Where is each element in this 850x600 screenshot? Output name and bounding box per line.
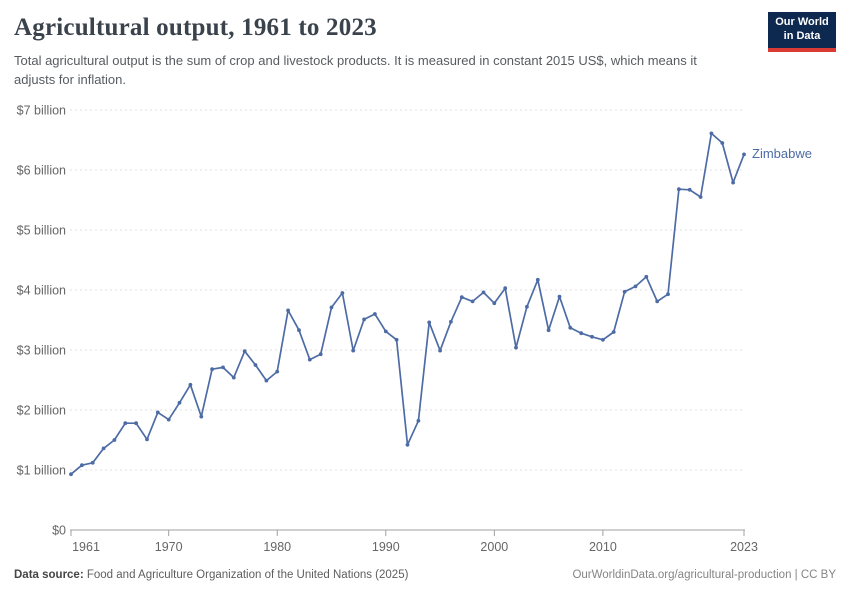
data-point[interactable] — [394, 337, 399, 342]
data-point[interactable] — [210, 367, 215, 372]
data-point[interactable] — [155, 410, 160, 415]
x-axis-tick-label: 1970 — [155, 540, 183, 554]
data-point[interactable] — [687, 187, 692, 192]
y-axis-tick-label: $1 billion — [17, 464, 66, 478]
x-axis-tick-label: 2000 — [480, 540, 508, 554]
y-axis-tick-label: $7 billion — [17, 104, 66, 118]
x-axis-tick-label: 2023 — [730, 540, 758, 554]
data-point[interactable] — [297, 328, 301, 333]
data-point[interactable] — [590, 334, 594, 339]
data-point[interactable] — [275, 369, 280, 374]
data-point[interactable] — [231, 375, 236, 380]
data-point[interactable] — [666, 292, 670, 297]
data-point[interactable] — [438, 348, 442, 353]
owid-logo-line1: Our World — [775, 16, 829, 29]
data-point[interactable] — [449, 319, 453, 324]
data-point[interactable] — [318, 352, 323, 357]
data-point[interactable] — [709, 131, 714, 136]
data-point[interactable] — [123, 421, 128, 426]
data-point[interactable] — [525, 304, 529, 309]
data-point[interactable] — [134, 421, 139, 426]
page-title: Agricultural output, 1961 to 2023 — [14, 14, 377, 41]
y-axis-tick-label: $5 billion — [17, 224, 66, 238]
y-axis-tick-label: $2 billion — [17, 404, 66, 418]
data-point[interactable] — [286, 308, 290, 313]
data-point[interactable] — [112, 438, 117, 442]
data-point[interactable] — [622, 289, 627, 294]
y-axis-tick-label: $3 billion — [17, 344, 66, 358]
data-point[interactable] — [242, 349, 247, 354]
data-point[interactable] — [546, 328, 551, 333]
data-point[interactable] — [470, 299, 475, 304]
chart-footer: Data source: Food and Agriculture Organi… — [14, 569, 836, 581]
data-point[interactable] — [677, 187, 681, 192]
data-point[interactable] — [199, 414, 204, 419]
data-point[interactable] — [427, 320, 432, 325]
data-point[interactable] — [535, 277, 540, 282]
y-axis-tick-label: $6 billion — [17, 164, 66, 178]
data-point[interactable] — [340, 291, 345, 295]
data-point[interactable] — [351, 348, 356, 353]
data-point[interactable] — [329, 305, 334, 310]
data-point[interactable] — [568, 325, 573, 330]
data-point[interactable] — [481, 290, 486, 295]
data-point[interactable] — [80, 463, 84, 468]
chart-subtitle: Total agricultural output is the sum of … — [14, 53, 697, 87]
data-point[interactable] — [742, 152, 746, 157]
data-point[interactable] — [405, 442, 410, 447]
data-point[interactable] — [221, 365, 225, 370]
data-point[interactable] — [557, 294, 562, 299]
footer-credit-link[interactable]: OurWorldinData.org/agricultural-producti… — [572, 569, 836, 581]
data-point[interactable] — [655, 299, 660, 304]
data-point[interactable] — [611, 330, 616, 334]
data-point[interactable] — [720, 141, 725, 145]
x-axis-tick-label: 1980 — [263, 540, 291, 554]
data-point[interactable] — [373, 312, 377, 316]
owid-logo-stripe — [768, 48, 836, 52]
series-label-zimbabwe[interactable]: Zimbabwe — [752, 146, 812, 162]
data-point[interactable] — [264, 378, 269, 383]
data-point[interactable] — [644, 274, 649, 279]
data-point[interactable] — [416, 418, 421, 423]
data-point[interactable] — [503, 286, 508, 291]
owid-logo[interactable]: Our World in Data — [768, 12, 836, 52]
data-point[interactable] — [90, 460, 95, 465]
data-line-zimbabwe[interactable] — [70, 132, 745, 476]
data-point[interactable] — [145, 437, 149, 442]
data-source-text: Food and Agriculture Organization of the… — [83, 569, 409, 581]
owid-logo-box: Our World in Data — [768, 12, 836, 48]
data-point[interactable] — [383, 329, 388, 334]
data-point[interactable] — [601, 337, 605, 342]
x-axis-tick-label: 2010 — [589, 540, 617, 554]
data-source-note: Data source: Food and Agriculture Organi… — [14, 569, 408, 581]
data-point[interactable] — [69, 472, 73, 477]
data-point[interactable] — [459, 295, 464, 300]
data-source-label: Data source: — [14, 569, 84, 581]
data-point[interactable] — [731, 180, 735, 185]
y-axis-tick-label: $4 billion — [17, 284, 66, 298]
y-axis-tick-label: $0 — [52, 524, 66, 538]
data-point[interactable] — [698, 195, 703, 199]
data-point[interactable] — [633, 284, 638, 289]
x-axis-tick-label: 1961 — [72, 540, 100, 554]
data-point[interactable] — [188, 382, 193, 387]
data-point[interactable] — [514, 345, 518, 350]
data-point[interactable] — [177, 400, 182, 405]
data-point[interactable] — [166, 417, 171, 422]
data-point[interactable] — [253, 363, 258, 367]
data-point[interactable] — [101, 446, 106, 451]
data-point[interactable] — [492, 301, 497, 306]
owid-logo-line2: in Data — [783, 30, 821, 42]
data-point[interactable] — [307, 357, 312, 362]
x-axis-tick-label: 1990 — [372, 540, 400, 554]
data-point[interactable] — [362, 317, 366, 322]
data-point[interactable] — [579, 331, 584, 336]
